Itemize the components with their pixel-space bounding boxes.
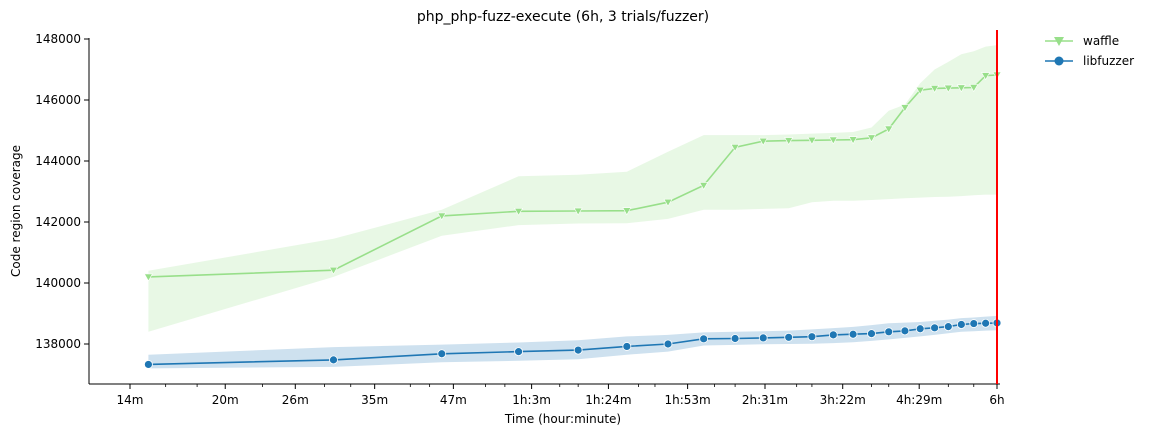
y-tick-label: 146000: [35, 93, 81, 107]
legend-waffle-label: waffle: [1083, 34, 1119, 48]
waffle-point: [848, 136, 858, 145]
confidence-bands: [148, 45, 997, 369]
waffle-point: [969, 84, 979, 93]
waffle-point: [758, 137, 768, 146]
waffle-point: [328, 266, 339, 275]
waffle-point: [981, 72, 991, 81]
x-tick-label: 1h:53m: [664, 393, 710, 407]
axes: [88, 38, 1000, 385]
libfuzzer-point: [730, 334, 740, 343]
libfuzzer-point: [144, 360, 153, 369]
x-tick-label: 2h:31m: [742, 393, 788, 407]
y-tick-label: 148000: [35, 32, 81, 46]
libfuzzer-point: [663, 339, 673, 349]
x-tick-label: 1h:3m: [512, 393, 551, 407]
y-axis-label: Code region coverage: [9, 145, 23, 277]
series-markers: [143, 71, 1002, 369]
waffle-point: [730, 143, 740, 152]
x-axis-ticks: 14m 20m 26m 35m 47m 1h:3m 1h:24m 1h:53m 2h:31m 3h…: [117, 384, 1005, 407]
x-tick-label: 6h: [989, 393, 1004, 407]
libfuzzer-point: [915, 324, 925, 334]
chart-title: php_php-fuzz-execute (6h, 3 trials/fuzze…: [417, 9, 709, 25]
y-axis-ticks: 138000 140000 142000 144000 146000 148000: [35, 32, 89, 351]
x-tick-label: 14m: [117, 393, 144, 407]
libfuzzer-confidence-band: [148, 315, 997, 369]
libfuzzer-point: [884, 327, 894, 337]
waffle-point: [900, 104, 910, 113]
legend-libfuzzer-marker: [1054, 56, 1064, 66]
libfuzzer-point: [437, 349, 447, 359]
x-axis-label: Time (hour:minute): [504, 412, 621, 426]
y-tick-label: 144000: [35, 154, 81, 168]
x-tick-label: 35m: [361, 393, 388, 407]
x-tick-label: 1h:24m: [585, 393, 631, 407]
x-tick-label: 20m: [212, 393, 239, 407]
libfuzzer-point: [784, 332, 794, 342]
libfuzzer-point: [930, 323, 940, 333]
waffle-point: [828, 136, 838, 145]
x-tick-label: 26m: [282, 393, 309, 407]
waffle-point: [573, 207, 583, 216]
waffle-point: [930, 85, 940, 94]
libfuzzer-point: [329, 355, 338, 365]
libfuzzer-point: [807, 332, 817, 342]
y-tick-label: 142000: [35, 215, 81, 229]
waffle-point: [622, 207, 632, 216]
libfuzzer-point: [969, 319, 979, 328]
y-tick-label: 138000: [35, 337, 81, 351]
libfuzzer-point: [758, 333, 768, 343]
libfuzzer-point: [699, 334, 709, 344]
waffle-point: [143, 273, 153, 282]
y-tick-label: 140000: [35, 276, 81, 290]
legend: waffle libfuzzer: [1045, 34, 1134, 68]
waffle-point: [663, 198, 673, 207]
waffle-point: [866, 134, 877, 143]
libfuzzer-point: [828, 330, 838, 340]
x-tick-label: 4h:29m: [896, 393, 942, 407]
legend-waffle-marker: [1054, 37, 1064, 46]
libfuzzer-point: [848, 329, 858, 339]
waffle-point: [884, 125, 894, 134]
waffle-point: [915, 86, 925, 95]
waffle-point: [956, 84, 966, 93]
libfuzzer-point: [573, 345, 583, 355]
waffle-point: [437, 212, 447, 221]
libfuzzer-point: [943, 322, 953, 332]
waffle-point: [807, 136, 817, 145]
waffle-confidence-band: [148, 45, 997, 332]
waffle-point: [514, 208, 524, 216]
libfuzzer-point: [622, 342, 632, 351]
libfuzzer-point: [981, 318, 991, 328]
libfuzzer-point: [514, 347, 523, 357]
libfuzzer-point: [956, 320, 966, 329]
waffle-point: [699, 182, 709, 191]
libfuzzer-point: [867, 329, 876, 339]
waffle-point: [784, 137, 794, 146]
x-tick-label: 47m: [440, 393, 467, 407]
x-tick-label: 3h:22m: [820, 393, 866, 407]
waffle-point: [943, 84, 953, 93]
libfuzzer-point: [900, 326, 910, 336]
legend-libfuzzer-label: libfuzzer: [1083, 54, 1134, 68]
